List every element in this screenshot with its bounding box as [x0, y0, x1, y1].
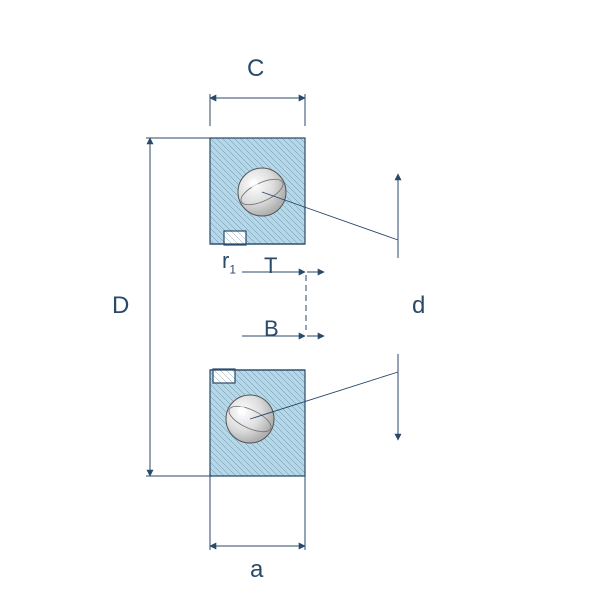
section-hatching [205, 43, 310, 600]
bearing-cross-section-diagram [0, 0, 600, 600]
